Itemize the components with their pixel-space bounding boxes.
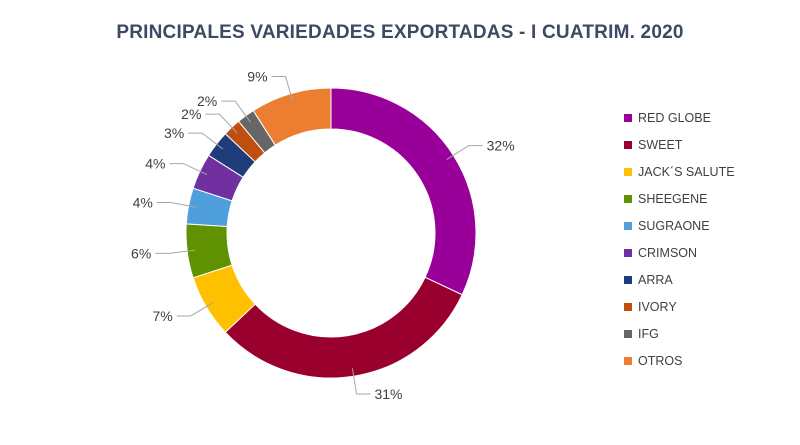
data-label: 31% — [374, 386, 402, 402]
data-label: 4% — [145, 156, 165, 172]
legend-label: SHEEGENE — [638, 191, 708, 206]
legend-label: RED GLOBE — [638, 110, 711, 125]
legend-swatch — [624, 275, 632, 284]
legend-label: IFG — [638, 326, 659, 341]
data-label: 9% — [247, 68, 267, 84]
legend-label: ARRA — [638, 272, 673, 287]
legend-item: JACK´S SALUTE — [624, 158, 735, 185]
legend-item: RED GLOBE — [624, 104, 735, 131]
leader-line — [351, 368, 371, 395]
legend-item: OTROS — [624, 347, 735, 374]
donut-slice-otros — [252, 87, 332, 146]
legend-label: CRIMSON — [638, 245, 698, 260]
legend-swatch — [624, 248, 632, 257]
leader-line — [221, 100, 251, 123]
legend-swatch — [624, 302, 632, 311]
legend-item: SWEET — [624, 131, 735, 158]
legend-swatch — [624, 221, 632, 230]
leader-line — [188, 132, 224, 150]
legend-swatch — [624, 356, 632, 365]
legend-item: IVORY — [624, 293, 735, 320]
legend-item: SUGRAONE — [624, 212, 735, 239]
legend-label: SUGRAONE — [638, 218, 710, 233]
data-label: 2% — [181, 106, 201, 122]
leader-line — [176, 302, 214, 317]
donut-slice-red-globe — [330, 87, 477, 296]
leader-line — [271, 75, 294, 102]
legend-label: IVORY — [638, 299, 677, 314]
leader-line — [155, 249, 196, 254]
legend-label: OTROS — [638, 353, 683, 368]
leader-line — [446, 145, 483, 161]
legend-item: SHEEGENE — [624, 185, 735, 212]
data-label: 4% — [133, 194, 153, 210]
legend-swatch — [624, 140, 632, 149]
chart-title: PRINCIPALES VARIEDADES EXPORTADAS - I CU… — [116, 22, 684, 43]
leader-line — [205, 113, 238, 134]
legend-swatch — [624, 167, 632, 176]
chart-legend: RED GLOBE SWEET JACK´S SALUTE SHEEGENE SUGRA… — [624, 104, 735, 374]
data-label: 3% — [164, 125, 184, 141]
legend-item: ARRA — [624, 266, 735, 293]
leader-line — [156, 201, 197, 208]
legend-swatch — [624, 113, 632, 122]
legend-swatch — [624, 194, 632, 203]
legend-label: JACK´S SALUTE — [638, 164, 735, 179]
donut-slice-sweet — [224, 276, 463, 379]
leader-line — [169, 163, 208, 176]
data-label: 6% — [131, 245, 151, 261]
legend-item: IFG — [624, 320, 735, 347]
legend-item: CRIMSON — [624, 239, 735, 266]
legend-label: SWEET — [638, 137, 683, 152]
data-label: 32% — [487, 138, 515, 154]
data-label: 2% — [197, 93, 217, 109]
legend-swatch — [624, 329, 632, 338]
data-label: 7% — [152, 308, 172, 324]
